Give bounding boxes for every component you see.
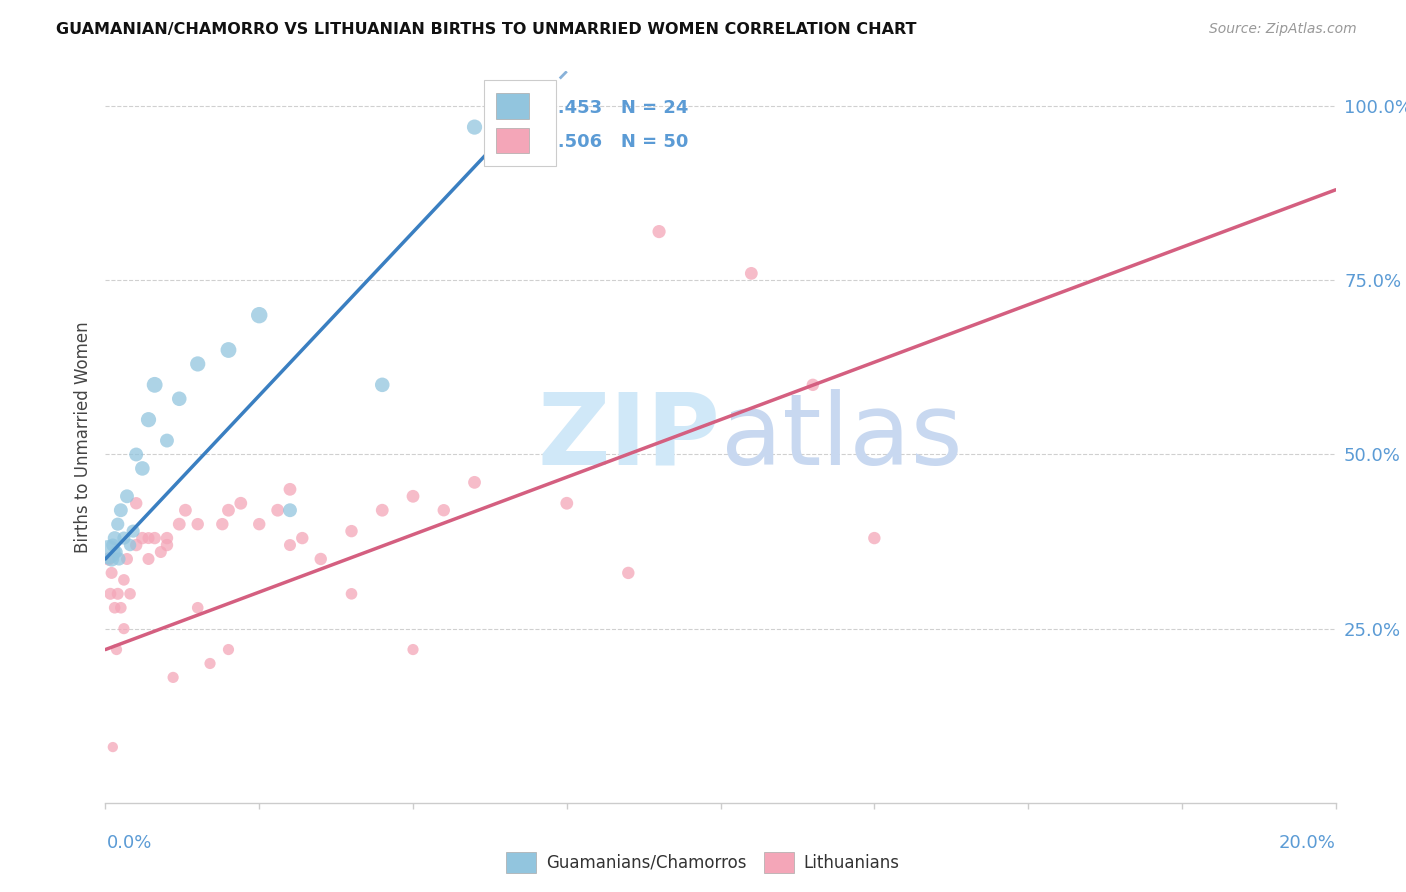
Point [198,657,221,671]
Point [309,552,332,566]
Point [187,517,209,532]
Point [125,538,148,552]
Point [149,545,172,559]
Point [267,503,290,517]
Point [229,496,252,510]
Point [218,642,240,657]
Point [371,377,394,392]
Point [464,475,486,490]
Point [169,392,191,406]
Point [617,566,640,580]
Point [218,503,240,517]
Point [340,587,363,601]
Point [740,266,762,280]
Text: R = 0.453   N = 24: R = 0.453 N = 24 [503,99,688,117]
Point [122,524,145,538]
Text: GUAMANIAN/CHAMORRO VS LITHUANIAN BIRTHS TO UNMARRIED WOMEN CORRELATION CHART: GUAMANIAN/CHAMORRO VS LITHUANIAN BIRTHS … [56,22,917,37]
Legend: , : , [484,80,555,166]
Point [371,503,394,517]
Point [98,587,122,601]
Point [115,489,138,503]
Point [143,531,166,545]
Point [156,531,179,545]
Point [402,642,425,657]
Point [863,531,886,545]
Point [131,461,153,475]
Point [105,642,128,657]
Point [105,545,128,559]
Point [801,377,824,392]
Point [143,377,166,392]
Point [112,531,135,545]
Point [555,496,578,510]
Point [402,489,425,503]
Point [112,622,135,636]
Point [156,538,179,552]
Point [138,552,160,566]
Point [433,503,456,517]
Point [108,552,131,566]
Point [97,552,120,566]
Point [125,448,148,462]
Point [156,434,179,448]
Point [211,517,233,532]
Point [278,538,301,552]
Point [107,587,129,601]
Point [278,483,301,497]
Point [101,740,124,755]
Point [174,503,197,517]
Text: ZIP: ZIP [537,389,721,485]
Point [187,357,209,371]
Text: Source: ZipAtlas.com: Source: ZipAtlas.com [1209,22,1357,37]
Point [125,496,148,510]
Point [464,120,486,134]
Point [104,600,127,615]
Text: atlas: atlas [721,389,962,485]
Point [131,531,153,545]
Point [104,531,127,545]
Point [247,517,270,532]
Text: 20.0%: 20.0% [1279,834,1336,852]
Point [100,552,122,566]
Point [218,343,240,357]
Point [291,531,314,545]
Point [340,524,363,538]
Point [162,670,184,684]
Point [97,545,120,559]
Point [110,600,132,615]
Point [107,517,129,532]
Point [278,503,301,517]
Point [115,552,138,566]
Point [110,503,132,517]
Point [100,566,122,580]
Text: R = 0.506   N = 50: R = 0.506 N = 50 [503,133,688,151]
Point [187,600,209,615]
Point [101,538,124,552]
Point [120,587,141,601]
Point [112,573,135,587]
Legend: Guamanians/Chamorros, Lithuanians: Guamanians/Chamorros, Lithuanians [499,846,907,880]
Point [138,412,160,426]
Point [138,531,160,545]
Y-axis label: Births to Unmarried Women: Births to Unmarried Women [73,321,91,553]
Point [648,225,671,239]
Point [169,517,191,532]
Point [247,308,270,322]
Point [120,538,141,552]
Text: 0.0%: 0.0% [107,834,152,852]
